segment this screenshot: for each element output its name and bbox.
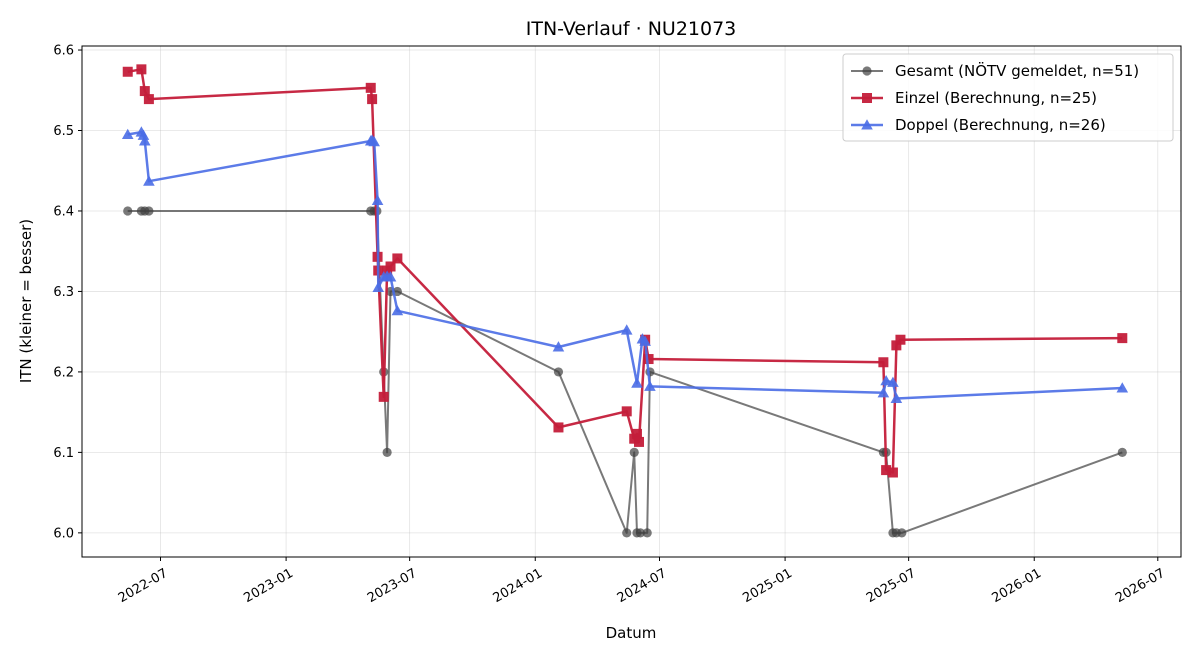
- series-line: [127, 130, 1123, 400]
- plot-frame: [81, 45, 1182, 558]
- data-point: [1116, 382, 1129, 393]
- data-point: [629, 447, 639, 457]
- grid-layer: [82, 46, 1181, 557]
- legend-entry-label: Gesamt (NÖTV gemeldet, n=51): [895, 61, 1139, 80]
- legend-entry-label: Doppel (Berechnung, n=26): [895, 116, 1106, 134]
- data-point: [1117, 333, 1128, 344]
- y-tick-label: 6.5: [53, 124, 74, 139]
- data-point: [123, 206, 133, 216]
- data-point: [644, 380, 656, 391]
- data-point: [634, 436, 645, 447]
- data-point: [880, 374, 892, 386]
- data-point: [378, 391, 389, 402]
- data-point: [365, 82, 376, 93]
- data-point: [385, 261, 396, 272]
- data-point: [622, 528, 632, 538]
- data-point: [372, 281, 385, 292]
- data-point: [642, 528, 652, 538]
- data-point: [1117, 447, 1127, 457]
- data-point: [895, 334, 906, 345]
- data-point: [144, 206, 154, 216]
- legend-marker: [862, 93, 872, 103]
- data-point: [368, 135, 380, 147]
- legend: Gesamt (NÖTV gemeldet, n=51) Einzel (Bere…: [842, 53, 1174, 142]
- data-point: [621, 406, 632, 417]
- y-tick-label: 6.6: [53, 44, 74, 59]
- y-tick-label: 6.4: [53, 204, 74, 219]
- x-tick-label: 2023-07: [365, 566, 420, 606]
- legend-box: [842, 53, 1174, 142]
- data-point: [391, 304, 404, 316]
- data-point: [639, 335, 651, 346]
- x-tick-label: 2022-07: [116, 566, 171, 606]
- data-point: [891, 340, 902, 351]
- data-point: [384, 271, 397, 282]
- x-tick-label: 2025-07: [864, 566, 919, 606]
- chart-title: ITN-Verlauf · NU21073: [526, 18, 737, 40]
- data-point: [878, 357, 889, 368]
- data-point: [392, 253, 403, 264]
- x-tick-label: 2023-01: [241, 566, 296, 606]
- data-point: [139, 86, 150, 97]
- series-layer: [121, 64, 1129, 538]
- data-point: [136, 64, 147, 75]
- x-tick-label: 2025-01: [740, 566, 795, 606]
- data-point: [887, 467, 898, 478]
- data-point: [635, 528, 645, 538]
- data-point: [143, 175, 155, 186]
- x-tick-label: 2024-07: [615, 566, 670, 606]
- series-2: [121, 126, 1129, 403]
- data-point: [897, 528, 907, 538]
- data-point: [631, 377, 643, 388]
- data-point: [553, 367, 564, 377]
- y-tick-label: 6.0: [53, 526, 74, 541]
- data-point: [881, 465, 892, 476]
- data-point: [553, 422, 564, 433]
- x-tick-label: 2024-01: [491, 566, 546, 606]
- y-tick-label: 6.2: [53, 365, 74, 380]
- legend-entry-label: Einzel (Berechnung, n=25): [895, 89, 1097, 107]
- data-point: [552, 341, 565, 352]
- data-point: [371, 194, 384, 206]
- data-point: [890, 392, 903, 403]
- y-tick-label: 6.1: [53, 446, 74, 461]
- data-point: [877, 387, 890, 398]
- data-point: [121, 128, 134, 140]
- data-point: [143, 94, 154, 105]
- data-point: [139, 135, 151, 146]
- data-point: [122, 66, 133, 77]
- x-tick-label: 2026-01: [990, 566, 1045, 606]
- legend-marker: [862, 66, 872, 76]
- data-point: [643, 354, 654, 365]
- y-axis-label: ITN (kleiner = besser): [17, 219, 35, 383]
- x-tick-label: 2026-07: [1113, 566, 1168, 606]
- y-tick-label: 6.3: [53, 285, 74, 300]
- data-point: [887, 376, 899, 387]
- data-point: [367, 94, 378, 105]
- data-point: [382, 447, 392, 457]
- data-point: [631, 428, 642, 439]
- x-axis-label: Datum: [606, 624, 657, 642]
- data-point: [137, 129, 150, 140]
- data-point: [620, 324, 633, 335]
- legend-marker: [861, 119, 873, 130]
